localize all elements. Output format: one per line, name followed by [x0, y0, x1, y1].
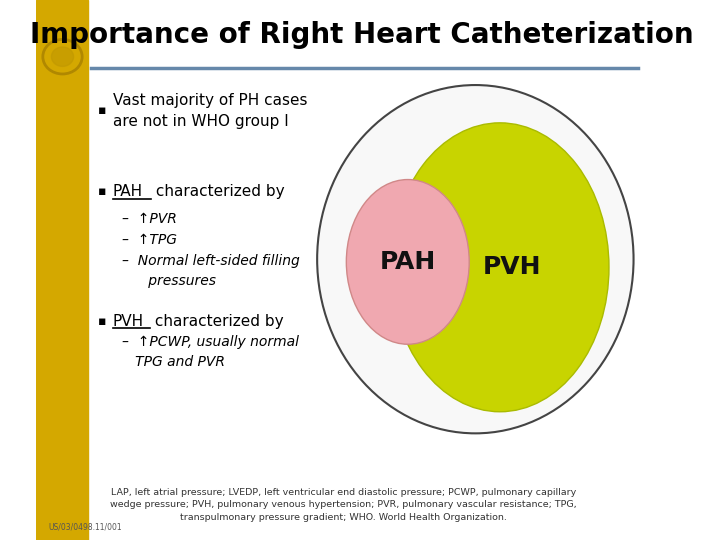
Text: PAH: PAH [113, 184, 143, 199]
Text: –  ↑PVR: – ↑PVR [122, 212, 177, 226]
Text: US/03/0498.11/001: US/03/0498.11/001 [48, 523, 122, 532]
Text: PAH: PAH [379, 250, 436, 274]
Text: ▪: ▪ [97, 315, 106, 328]
Text: ▪: ▪ [97, 104, 106, 117]
Text: Vast majority of PH cases
are not in WHO group I: Vast majority of PH cases are not in WHO… [113, 93, 307, 129]
Text: characterized by: characterized by [151, 184, 284, 199]
Ellipse shape [391, 123, 609, 412]
Text: –  ↑PCWP, usually normal
   TPG and PVR: – ↑PCWP, usually normal TPG and PVR [122, 335, 299, 369]
Text: LAP, left atrial pressure; LVEDP, left ventricular end diastolic pressure; PCWP,: LAP, left atrial pressure; LVEDP, left v… [110, 488, 577, 522]
Text: PVH: PVH [483, 255, 541, 279]
Text: PVH: PVH [113, 314, 144, 329]
Ellipse shape [346, 179, 469, 345]
Text: –  ↑TPG: – ↑TPG [122, 233, 177, 247]
Text: ▪: ▪ [97, 185, 106, 198]
Circle shape [51, 47, 73, 66]
Bar [36, 0, 89, 540]
Text: Importance of Right Heart Catheterization: Importance of Right Heart Catheterizatio… [30, 21, 693, 49]
Ellipse shape [317, 85, 634, 433]
Text: –  Normal left-sided filling
      pressures: – Normal left-sided filling pressures [122, 254, 300, 288]
Text: characterized by: characterized by [150, 314, 284, 329]
